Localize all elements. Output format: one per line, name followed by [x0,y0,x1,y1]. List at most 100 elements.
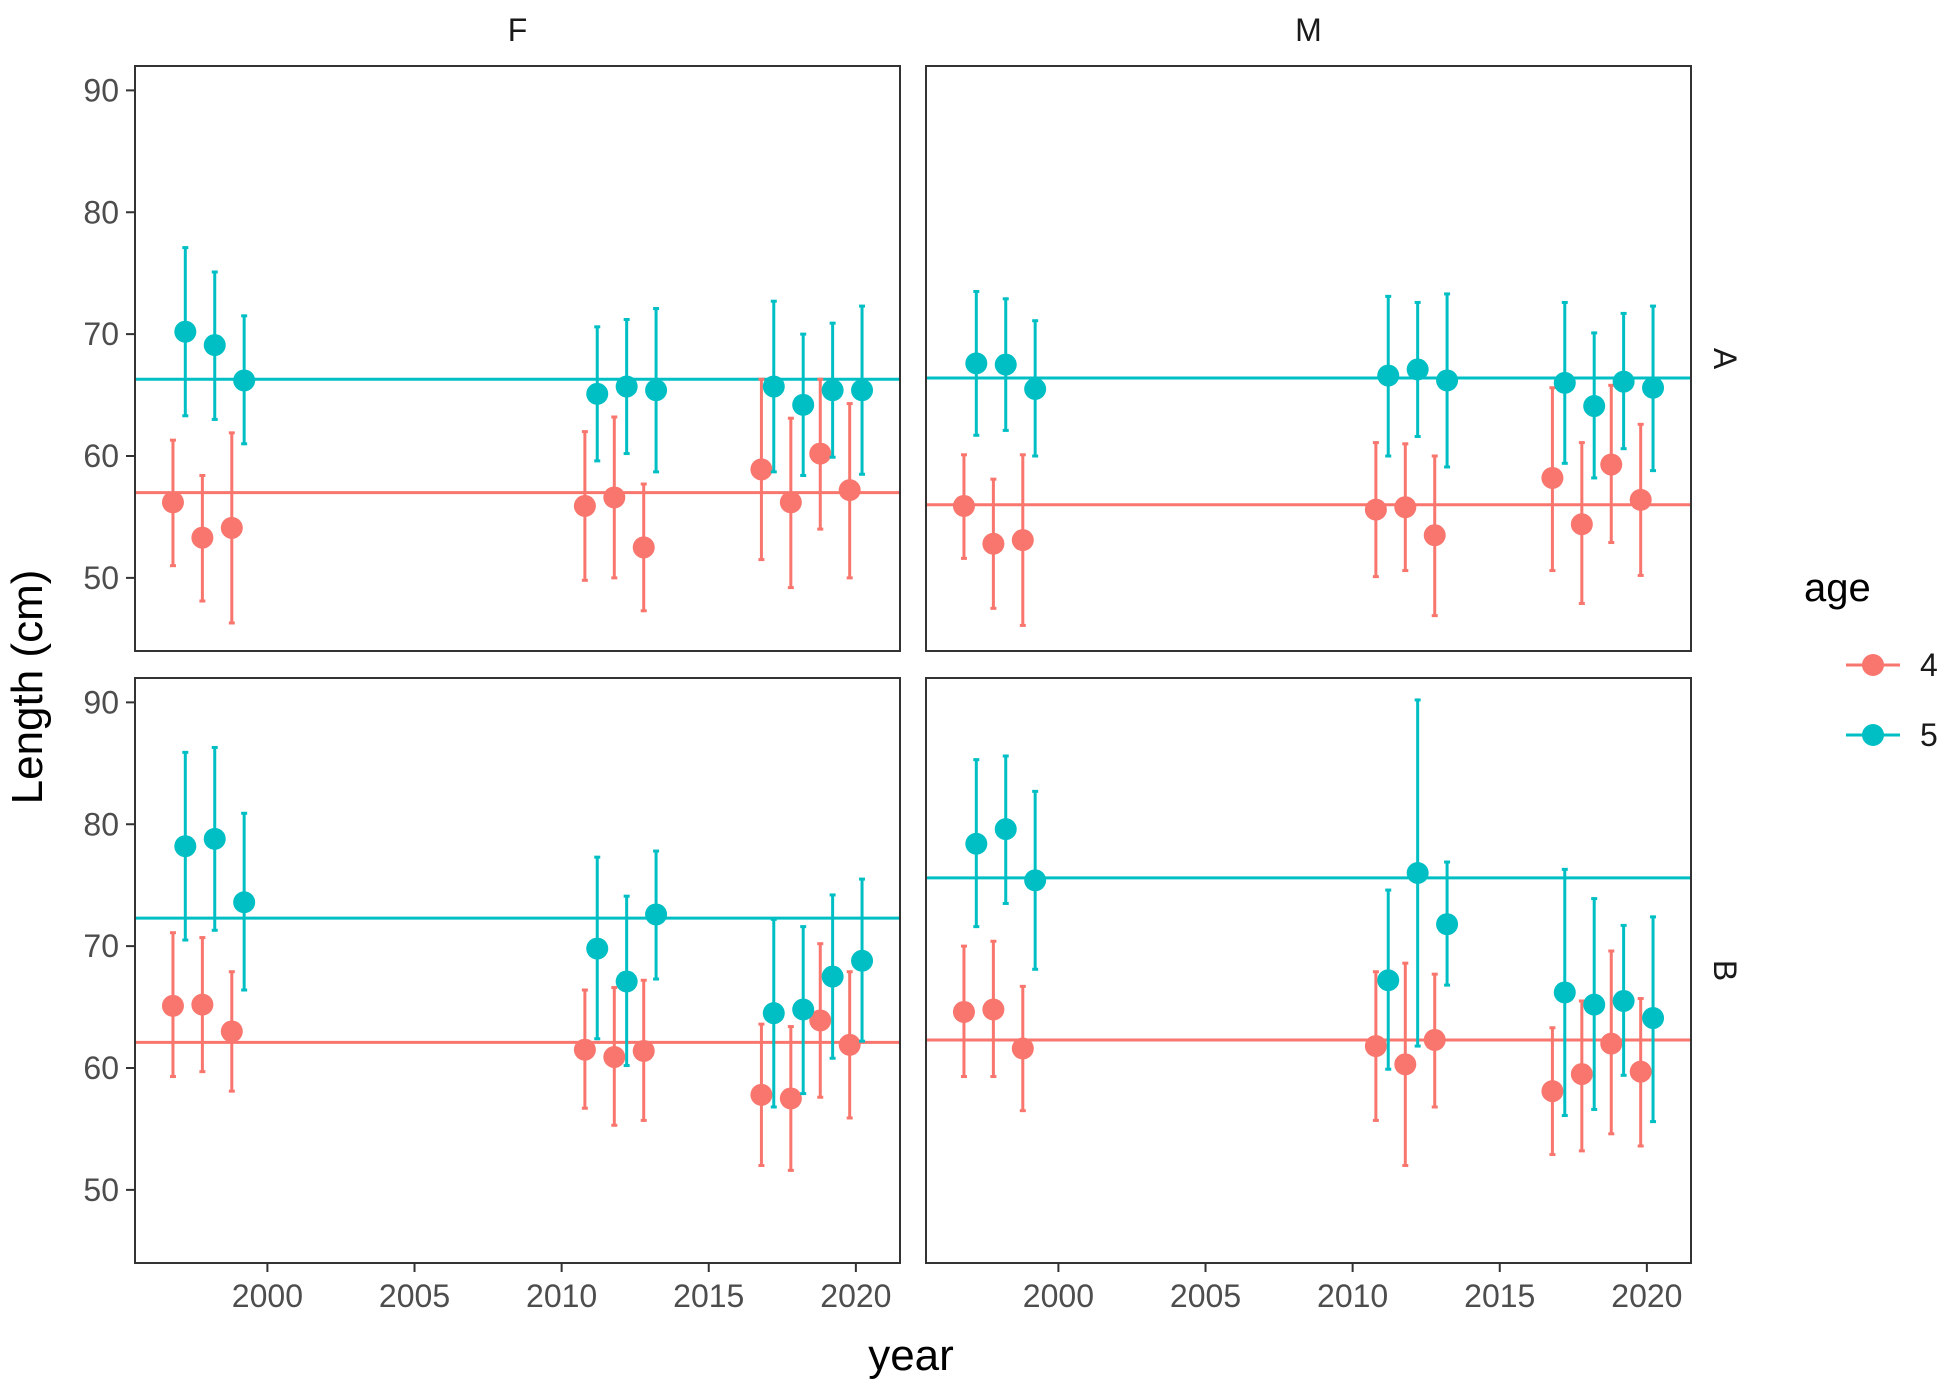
data-point-age-5-1999 [233,369,256,392]
data-point-age-5-1998 [203,827,226,850]
data-point-age-5-2020 [1642,376,1665,399]
data-point-age-4-2020 [1629,1060,1652,1083]
data-point-age-5-2013 [645,379,668,402]
x-tick-label: 2020 [820,1278,891,1314]
data-point-age-5-2018 [792,393,815,416]
data-point-age-4-2012 [1394,1053,1417,1076]
facet-label-col-F: F [508,12,528,48]
y-tick-label: 50 [83,1172,119,1208]
data-point-age-4-2019 [1600,453,1623,476]
x-axis-title: year [868,1331,954,1380]
data-point-age-4-1998 [982,998,1005,1021]
data-point-age-4-2013 [632,536,655,559]
data-point-age-4-1998 [982,532,1005,555]
data-point-age-5-2013 [645,903,668,926]
data-point-age-4-1999 [1011,1037,1034,1060]
data-point-age-5-1997 [965,832,988,855]
panel-background [926,678,1691,1263]
panel-background [926,66,1691,651]
data-point-age-4-2011 [1364,1035,1387,1058]
legend-item-age-4: 4 [1846,647,1938,683]
data-point-age-5-2013 [1436,913,1459,936]
legend: age 4 5 [1804,566,1938,753]
data-point-age-4-1997 [952,494,975,517]
panel-border [925,65,1692,652]
data-point-age-4-2019 [1600,1032,1623,1055]
data-point-age-4-2020 [838,1033,861,1056]
data-point-age-5-2018 [1583,993,1606,1016]
data-point-age-5-1999 [1024,377,1047,400]
data-point-age-4-2013 [632,1039,655,1062]
data-point-age-4-2012 [1394,496,1417,519]
data-point-age-5-2017 [762,1002,785,1025]
data-point-age-4-2013 [1423,524,1446,547]
data-point-age-5-2020 [1642,1007,1665,1030]
data-point-age-5-2019 [1612,989,1635,1012]
data-point-age-4-1997 [161,491,184,514]
data-point-age-4-1998 [191,526,214,549]
legend-label: 5 [1920,717,1938,753]
data-point-age-4-1999 [220,516,243,539]
data-point-age-4-1999 [220,1020,243,1043]
data-point-age-4-2019 [809,442,832,465]
x-tick-label: 2000 [1023,1278,1094,1314]
legend-key-point [1862,724,1884,746]
data-point-age-5-2013 [1436,369,1459,392]
x-tick-label: 2015 [1464,1278,1535,1314]
x-tick-label: 2000 [232,1278,303,1314]
facet-label-col-M: M [1295,12,1322,48]
panel-M-B: 2000 2005 2010 2015 2020 [925,677,1692,1314]
x-tick-label: 2015 [673,1278,744,1314]
data-point-age-5-2019 [821,965,844,988]
data-point-age-5-2018 [1583,395,1606,418]
data-point-age-5-2011 [1377,969,1400,992]
data-point-age-5-1998 [994,818,1017,841]
y-tick-label: 90 [83,72,119,108]
y-tick-label: 50 [83,560,119,596]
data-point-age-4-2011 [573,494,596,517]
data-point-age-4-2020 [838,479,861,502]
legend-title: age [1804,566,1871,610]
data-point-age-4-2017 [1541,1080,1564,1103]
data-point-age-5-2020 [851,949,874,972]
x-tick-label: 2020 [1611,1278,1682,1314]
data-point-age-4-2012 [603,1046,626,1069]
facet-label-row-B: B [1707,960,1743,981]
data-point-age-5-2011 [586,937,609,960]
data-point-age-5-1997 [174,320,197,343]
data-point-age-5-2020 [851,379,874,402]
data-point-age-4-2018 [1570,1063,1593,1086]
data-point-age-4-2017 [1541,466,1564,489]
data-point-age-4-1999 [1011,529,1034,552]
data-point-age-4-2019 [809,1009,832,1032]
data-point-age-5-2019 [1612,370,1635,393]
data-point-age-5-2011 [1377,364,1400,387]
data-point-age-4-2011 [573,1038,596,1061]
data-point-age-5-1999 [1024,869,1047,892]
panel-border [134,65,901,652]
panel-background [135,678,900,1263]
data-point-age-5-1997 [174,835,197,858]
legend-label: 4 [1920,647,1938,683]
data-point-age-4-2018 [779,491,802,514]
data-point-age-4-2018 [1570,513,1593,536]
data-point-age-4-2020 [1629,488,1652,511]
legend-item-age-5: 5 [1846,717,1938,753]
panel-border [925,677,1692,1264]
data-point-age-5-2012 [1406,358,1429,381]
x-tick-label: 2010 [1317,1278,1388,1314]
y-tick-label: 90 [83,684,119,720]
x-tick-label: 2005 [1170,1278,1241,1314]
data-point-age-5-1998 [203,334,226,357]
data-point-age-4-2017 [750,1083,773,1106]
panel-F-A: 50 60 70 80 90 [83,65,901,652]
data-point-age-5-2011 [586,382,609,405]
y-axis-title: Length (cm) [3,570,52,805]
data-point-age-4-1998 [191,993,214,1016]
data-point-age-4-2018 [779,1087,802,1110]
data-point-age-5-2019 [821,379,844,402]
data-point-age-5-1998 [994,353,1017,376]
data-point-age-5-1999 [233,891,256,914]
x-tick-label: 2005 [379,1278,450,1314]
